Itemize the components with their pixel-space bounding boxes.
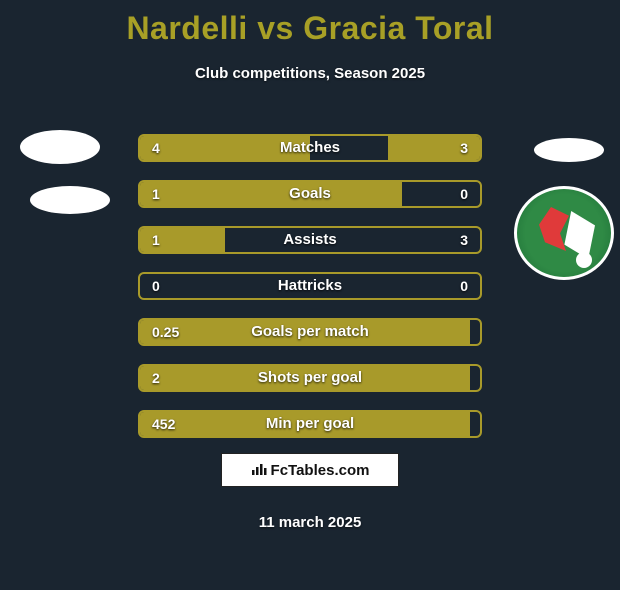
stat-row: 4Matches3 <box>138 134 482 162</box>
stat-label: Shots per goal <box>140 366 480 390</box>
stat-label: Goals per match <box>140 320 480 344</box>
player2-name: Gracia Toral <box>303 10 493 46</box>
stat-value-right: 3 <box>460 136 468 160</box>
stat-label: Matches <box>140 136 480 160</box>
stat-row: 2Shots per goal <box>138 364 482 392</box>
ball-icon <box>576 252 592 268</box>
vs-label: vs <box>257 10 294 46</box>
source-attribution[interactable]: FcTables.com <box>221 453 399 487</box>
player2-avatar-placeholder <box>534 138 604 162</box>
subtitle: Club competitions, Season 2025 <box>0 65 620 82</box>
stat-row: 0Hattricks0 <box>138 272 482 300</box>
stat-label: Assists <box>140 228 480 252</box>
stats-bar-chart: 4Matches31Goals01Assists30Hattricks00.25… <box>138 134 482 456</box>
stat-row: 452Min per goal <box>138 410 482 438</box>
stat-row: 0.25Goals per match <box>138 318 482 346</box>
chart-icon <box>251 462 267 479</box>
player1-avatar-shadow <box>30 186 110 214</box>
stat-value-right: 0 <box>460 274 468 298</box>
stat-row: 1Assists3 <box>138 226 482 254</box>
stat-label: Hattricks <box>140 274 480 298</box>
stat-label: Min per goal <box>140 412 480 436</box>
player2-club-badge <box>514 186 614 280</box>
stat-row: 1Goals0 <box>138 180 482 208</box>
player1-avatar-placeholder <box>20 130 100 164</box>
source-text: FcTables.com <box>271 462 370 479</box>
player1-name: Nardelli <box>126 10 247 46</box>
comparison-title: Nardelli vs Gracia Toral <box>0 10 620 47</box>
date-label: 11 march 2025 <box>0 514 620 531</box>
stat-label: Goals <box>140 182 480 206</box>
stat-value-right: 3 <box>460 228 468 252</box>
stat-value-right: 0 <box>460 182 468 206</box>
